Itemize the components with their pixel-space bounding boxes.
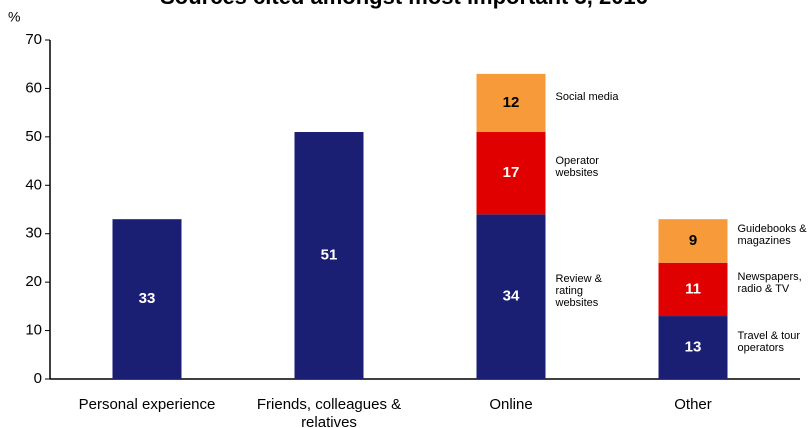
bar-segment [112,219,182,379]
data-label: 13 [685,338,702,355]
bar-segment [476,73,546,133]
chart-title: Sources cited amongst most important 3, … [160,0,648,9]
y-tick-label: 20 [25,273,42,290]
segment-label: Review & rating websites [555,272,602,309]
data-label: 12 [503,94,520,111]
y-tick-label: 60 [25,79,42,96]
y-tick-label: 70 [25,31,42,48]
data-label: 11 [685,280,701,297]
y-tick-label: 10 [25,322,42,339]
data-label: 33 [139,290,156,307]
x-tick-label: Friends, colleagues & relatives [256,396,402,428]
segment-label: Guidebooks & magazines [737,222,807,247]
segment-label: Social media [555,90,619,103]
y-tick-label: 0 [34,370,42,387]
data-label: 9 [689,232,697,249]
segment-label: Travel & tour operators [737,329,801,354]
y-axis-label: % [8,9,20,25]
bar-segment [658,219,728,263]
y-tick-label: 50 [25,128,42,145]
bar-segment [476,214,546,379]
y-tick-label: 30 [25,225,42,242]
x-tick-label: Other [674,396,712,413]
x-tick-label: Online [489,396,533,413]
data-label: 17 [503,164,520,181]
x-tick-label: Personal experience [78,396,216,413]
segment-label: Newspapers, radio & TV [737,271,802,296]
y-tick-label: 40 [25,176,42,193]
bar-segment [658,316,728,379]
data-label: 51 [321,246,338,263]
segment-label: Operator websites [555,155,599,180]
bar-segment [658,262,728,317]
bar-segment [294,132,364,379]
data-label: 34 [503,288,520,305]
bar-segment [476,132,546,215]
